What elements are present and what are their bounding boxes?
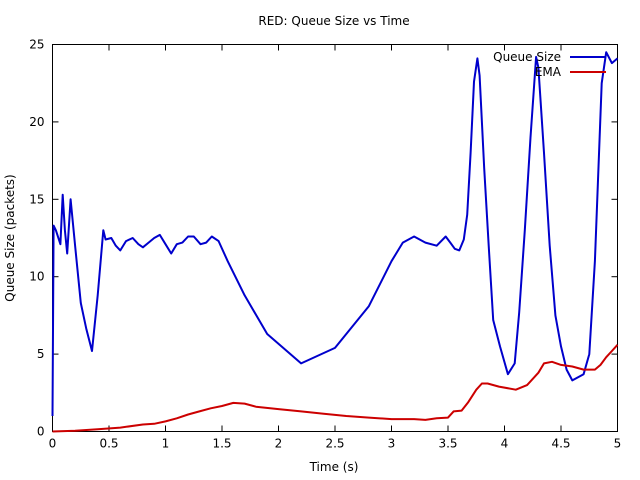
x-tick-label: 0.5 — [99, 437, 118, 451]
y-tick-label: 25 — [29, 38, 44, 52]
y-axis: 0 5 10 15 20 25 — [29, 38, 618, 439]
y-tick-label: 20 — [29, 115, 44, 129]
x-tick-label: 3.5 — [438, 437, 457, 451]
y-tick-label: 10 — [29, 270, 44, 284]
chart-title: RED: Queue Size vs Time — [258, 14, 409, 28]
y-tick-label: 0 — [37, 425, 45, 439]
legend-label-queue-size: Queue Size — [493, 50, 561, 64]
x-tick-label: 1.5 — [212, 437, 231, 451]
series-line-queue-size — [51, 51, 619, 417]
x-axis-label: Time (s) — [309, 460, 359, 474]
x-tick-label: 3 — [388, 437, 396, 451]
y-axis-label: Queue Size (packets) — [3, 174, 17, 301]
series-lines — [51, 51, 619, 433]
x-tick-label: 4 — [501, 437, 509, 451]
x-tick-label: 5 — [614, 437, 622, 451]
legend-label-ema: EMA — [535, 65, 562, 79]
x-tick-label: 2.5 — [325, 437, 344, 451]
y-tick-label: 15 — [29, 192, 44, 206]
x-tick-label: 0 — [49, 437, 57, 451]
x-tick-label: 2 — [275, 437, 283, 451]
y-tick-label: 5 — [37, 347, 45, 361]
plot-area: 0 0.5 1 1.5 2 2.5 3 3.5 4 4.5 5 0 5 10 15 20 25 — [29, 38, 621, 451]
x-tick-label: 1 — [162, 437, 170, 451]
x-axis: 0 0.5 1 1.5 2 2.5 3 3.5 4 4.5 5 — [49, 44, 622, 451]
series-line-ema — [52, 344, 619, 433]
x-tick-label: 4.5 — [551, 437, 570, 451]
